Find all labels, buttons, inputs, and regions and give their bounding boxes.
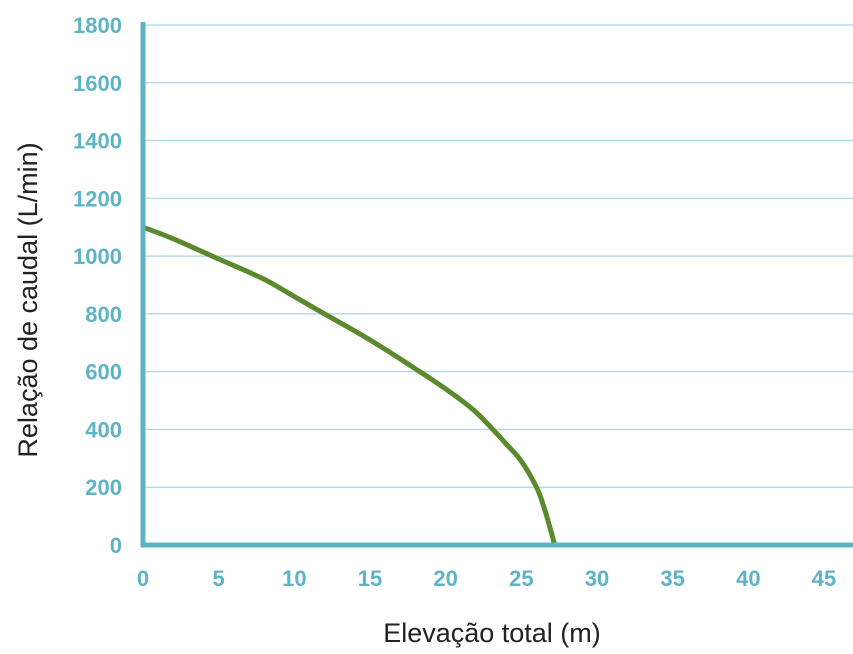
y-tick-labels: 0 200 400 600 800 1000 1200 1400 1600 1800 (73, 13, 122, 558)
y-tick-label: 400 (85, 417, 122, 442)
y-tick-label: 800 (85, 302, 122, 327)
series-line-0 (140, 224, 558, 548)
x-tick-label: 30 (585, 566, 609, 591)
axes (140, 22, 853, 548)
x-tick-label: 20 (433, 566, 457, 591)
y-tick-label: 1600 (73, 71, 122, 96)
x-tick-label: 5 (213, 566, 225, 591)
x-tick-label: 10 (282, 566, 306, 591)
x-tick-label: 15 (358, 566, 382, 591)
x-tick-label: 35 (660, 566, 684, 591)
x-tick-label: 40 (736, 566, 760, 591)
x-axis-title: Elevação total (m) (383, 618, 601, 648)
x-tick-labels: 0 5 10 15 20 25 30 35 40 45 (137, 566, 836, 591)
x-tick-label: 45 (812, 566, 836, 591)
y-tick-label: 1000 (73, 244, 122, 269)
y-axis-title: Relação de caudal (L/min) (13, 142, 43, 457)
y-tick-label: 1200 (73, 186, 122, 211)
plot-area (140, 224, 558, 548)
y-tick-label: 200 (85, 475, 122, 500)
y-tick-label: 1800 (73, 13, 122, 38)
x-tick-label: 25 (509, 566, 533, 591)
y-tick-label: 0 (110, 533, 122, 558)
y-tick-label: 1400 (73, 129, 122, 154)
y-tick-label: 600 (85, 360, 122, 385)
grid-lines (143, 24, 853, 488)
x-tick-label: 0 (137, 566, 149, 591)
